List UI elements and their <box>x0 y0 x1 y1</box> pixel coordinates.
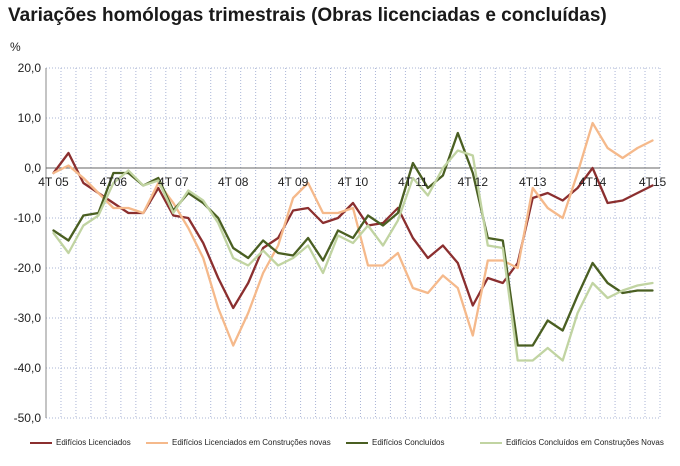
legend-label-4: Edifícios Concluídos em Construções Nova… <box>506 438 664 447</box>
y-tick-label: -50,0 <box>14 411 42 425</box>
chart-title: Variações homólogas trimestrais (Obras l… <box>8 5 607 26</box>
series-line-1 <box>52 151 654 310</box>
axes <box>45 68 660 418</box>
legend-swatch-4 <box>480 441 502 444</box>
legend-label-3: Edifícios Concluídos <box>372 438 445 447</box>
tick-labels: 20,0 10,0 0,0 -10,0 -20,0 -30,0 -40,0 -50,0 4T 0… <box>14 61 667 425</box>
series-line-3 <box>52 131 654 347</box>
legend-swatch-1 <box>30 441 52 444</box>
legend-swatch-3 <box>346 441 368 444</box>
y-tick-label: -40,0 <box>14 361 42 375</box>
legend-item-2: Edifícios Licenciados em Construções nov… <box>146 438 331 447</box>
series-line-4 <box>52 149 654 362</box>
x-tick-label: 4T 09 <box>278 175 309 189</box>
y-tick-label: -10,0 <box>14 211 42 225</box>
x-tick-label: 4T 11 <box>398 175 428 189</box>
legend-item-4: Edifícios Concluídos em Construções Nova… <box>480 438 664 447</box>
y-axis-unit-label: % <box>10 40 21 54</box>
legend: Edifícios Licenciados Edifícios Licencia… <box>0 438 680 458</box>
legend-item-1: Edifícios Licenciados <box>30 438 131 447</box>
x-tick-label: 4T 05 <box>38 175 69 189</box>
x-tick-label: 4T15 <box>639 175 667 189</box>
series-lines <box>52 121 654 362</box>
legend-item-3: Edifícios Concluídos <box>346 438 444 447</box>
x-tick-label: 4T 12 <box>458 175 489 189</box>
x-tick-label: 4T13 <box>519 175 547 189</box>
legend-label-2: Edifícios Licenciados em Construções nov… <box>172 438 331 447</box>
x-tick-label: 4T06 <box>100 175 128 189</box>
series-line-2 <box>52 121 654 347</box>
y-tick-label: 20,0 <box>18 61 42 75</box>
x-tick-label: 4T 10 <box>338 175 369 189</box>
y-tick-label: 10,0 <box>18 111 42 125</box>
legend-label-1: Edifícios Licenciados <box>56 438 131 447</box>
x-tick-label: 4T14 <box>579 175 607 189</box>
y-tick-label: -20,0 <box>14 261 42 275</box>
x-tick-label: 4T 08 <box>218 175 249 189</box>
line-chart: 20,0 10,0 0,0 -10,0 -20,0 -30,0 -40,0 -50,0 4T 0… <box>14 61 667 425</box>
x-tick-label: 4T 07 <box>158 175 189 189</box>
y-tick-label: 0,0 <box>24 161 41 175</box>
y-tick-label: -30,0 <box>14 311 42 325</box>
legend-swatch-2 <box>146 441 168 444</box>
